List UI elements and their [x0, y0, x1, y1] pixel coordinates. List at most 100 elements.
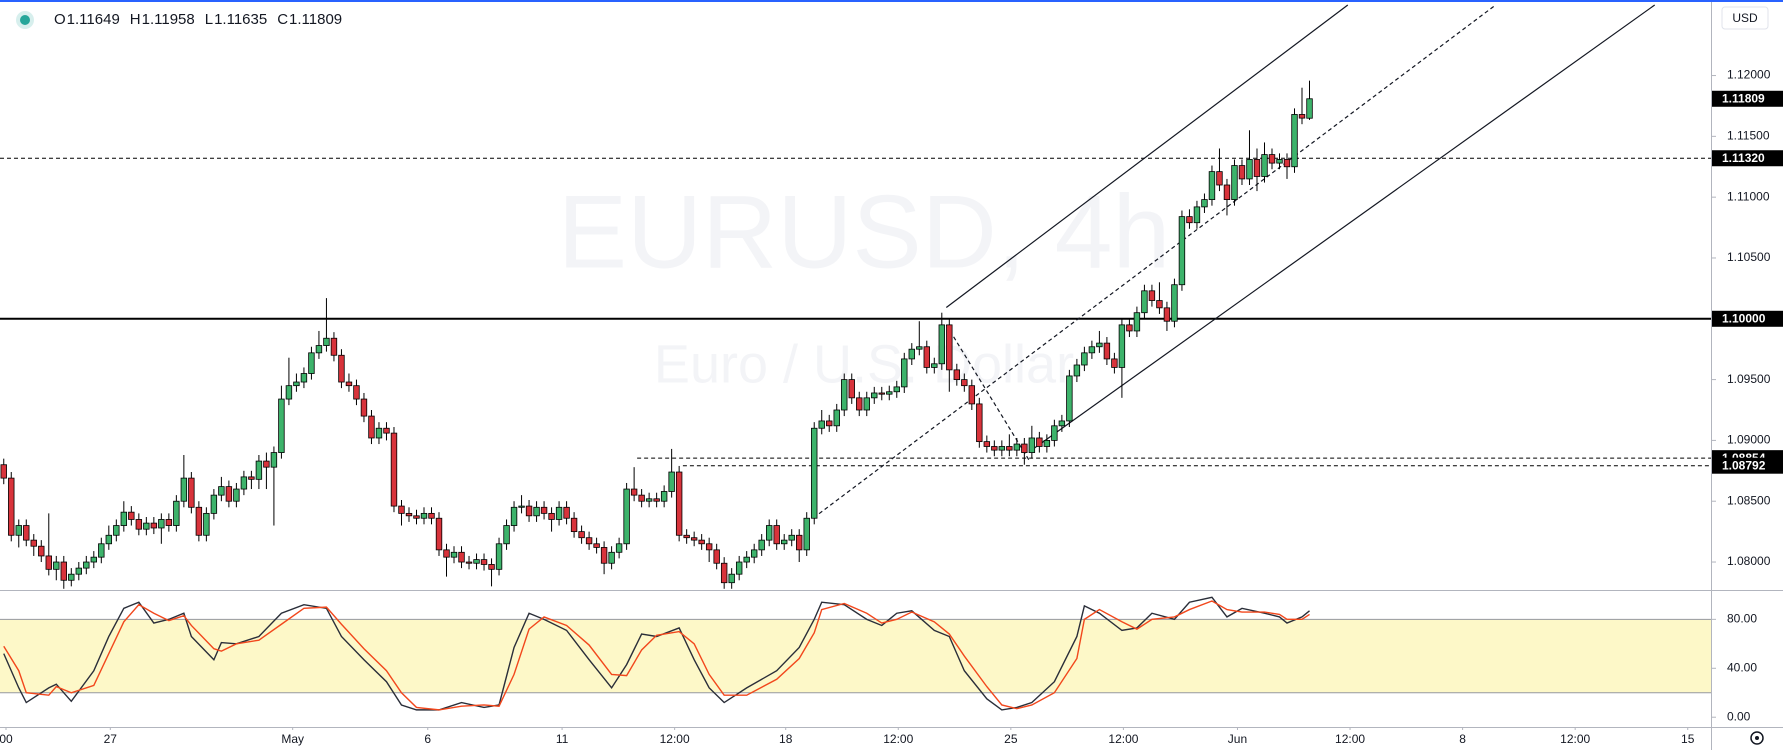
trend-line: [945, 4, 1349, 308]
x-tick-label: 8: [1459, 732, 1466, 746]
x-tick-label: 12:00: [1560, 732, 1590, 746]
y-tick-label: 1.09000: [1727, 433, 1771, 447]
candle-body: [781, 539, 788, 545]
candle-body: [390, 432, 398, 507]
candle-body: [923, 346, 930, 368]
candle-body: [878, 392, 885, 395]
candle-body: [818, 420, 825, 429]
settings-icon[interactable]: [1750, 731, 1764, 745]
candle-body: [510, 506, 518, 526]
candle-body: [353, 385, 360, 400]
candle-body: [1246, 159, 1253, 180]
currency[interactable]: USD: [1732, 11, 1758, 25]
candle-body: [555, 506, 563, 520]
ohlc-label: L: [204, 11, 214, 28]
candle-body: [360, 398, 368, 417]
candle-body: [833, 409, 840, 427]
stochastic-band: [0, 619, 1711, 693]
last-price-label: 1.11809: [1722, 91, 1765, 105]
candle-body: [848, 379, 855, 399]
candle-body: [886, 391, 893, 395]
candle-body: [720, 562, 728, 584]
candle-body: [1066, 375, 1073, 422]
candle-body: [263, 460, 270, 468]
ohlc-low: L1.11635: [205, 11, 267, 28]
candle-body: [735, 561, 743, 575]
trend-line: [945, 324, 1031, 462]
candle-body: [173, 500, 180, 526]
candle-body: [90, 556, 98, 563]
candle-body: [300, 373, 308, 383]
candle-body: [150, 522, 158, 529]
x-tick-label: 27: [104, 732, 118, 746]
candle-body: [645, 498, 653, 502]
candle-body: [1171, 284, 1178, 322]
candle-body: [45, 555, 52, 570]
candle-body: [1283, 159, 1291, 168]
candle-body: [1088, 346, 1096, 354]
candle-body: [1268, 154, 1276, 164]
y-tick-label: 1.10500: [1727, 250, 1771, 264]
candle-body: [518, 505, 525, 508]
ohlc-label: H: [129, 11, 141, 28]
top-border: [0, 0, 1783, 2]
candle-body: [946, 324, 953, 371]
y-tick-label: 1.09500: [1727, 372, 1771, 386]
candle-body: [1261, 154, 1268, 177]
candle-body: [1186, 216, 1193, 224]
candle-body: [796, 534, 803, 551]
ohlc-close: C1.11809: [277, 11, 342, 28]
x-tick-label: 25: [1004, 732, 1018, 746]
candle-body: [593, 543, 600, 548]
candle-body: [998, 446, 1006, 451]
candle-body: [195, 506, 203, 536]
x-tick-label: 00: [0, 732, 13, 746]
candle-body: [856, 397, 863, 411]
candle-body: [585, 537, 593, 545]
candle-body: [968, 385, 976, 405]
price-label: 1.08792: [1722, 458, 1766, 472]
candle-body: [608, 551, 615, 564]
candle-body: [826, 420, 833, 427]
ohlc-value: 1.11635: [214, 11, 268, 28]
candle-body: [143, 522, 150, 530]
candle-body: [991, 446, 998, 451]
status-dot[interactable]: [20, 14, 30, 25]
ohlc-value: 1.11649: [66, 11, 120, 28]
candle-body: [863, 397, 870, 411]
x-tick-label: May: [281, 732, 304, 746]
ohlc-high: H1.11958: [130, 11, 195, 28]
price-label-box: [1712, 457, 1783, 474]
candle-body: [450, 551, 458, 558]
stochastic-line: [3, 596, 1310, 711]
candle-body: [165, 519, 173, 526]
candle-body: [623, 488, 630, 545]
y-tick-label: 40.00: [1727, 660, 1757, 674]
price-label-box: [1712, 310, 1783, 327]
candle-body: [1223, 184, 1231, 200]
candle-body: [330, 337, 338, 356]
candle-body: [841, 379, 848, 411]
candle-body: [428, 512, 435, 519]
candle-body: [345, 381, 353, 387]
candle-body: [570, 517, 578, 533]
y-tick-label: 80.00: [1727, 612, 1757, 626]
candle-body: [413, 515, 420, 519]
currency-box[interactable]: [1721, 6, 1769, 30]
candle-body: [0, 464, 7, 479]
candle-body: [158, 519, 165, 529]
price-label: 1.11320: [1722, 151, 1765, 165]
candle-body: [218, 486, 225, 496]
candle-body: [1126, 324, 1133, 332]
candle-body: [338, 354, 345, 383]
settings-icon-center[interactable]: [1755, 736, 1759, 740]
candle-body: [705, 543, 713, 551]
x-tick-label: 12:00: [660, 732, 690, 746]
stochastic-line: [3, 600, 1310, 711]
candle-body: [1276, 159, 1283, 164]
candle-body: [323, 337, 330, 346]
candle-body: [563, 506, 570, 519]
